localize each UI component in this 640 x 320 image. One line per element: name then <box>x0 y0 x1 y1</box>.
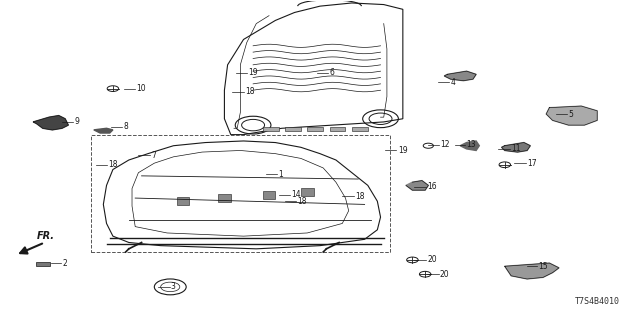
Text: 20: 20 <box>427 255 436 264</box>
Bar <box>307 127 323 132</box>
Bar <box>91 135 390 252</box>
Text: 19: 19 <box>248 68 259 77</box>
Bar <box>177 197 189 205</box>
Text: 3: 3 <box>171 282 176 292</box>
Text: 12: 12 <box>440 140 449 149</box>
Text: 6: 6 <box>330 68 335 77</box>
Bar <box>330 127 346 132</box>
Bar <box>262 127 278 132</box>
Polygon shape <box>33 116 68 130</box>
Bar <box>262 191 275 199</box>
Text: 18: 18 <box>108 160 118 169</box>
Polygon shape <box>460 141 479 150</box>
Text: 18: 18 <box>298 197 307 206</box>
Polygon shape <box>505 263 559 279</box>
Text: 17: 17 <box>527 159 537 168</box>
Text: 11: 11 <box>511 144 521 153</box>
Text: T7S4B4010: T7S4B4010 <box>575 297 620 306</box>
Text: 7: 7 <box>151 151 156 160</box>
Text: 4: 4 <box>451 78 456 87</box>
Bar <box>36 262 51 266</box>
Text: 19: 19 <box>397 146 408 155</box>
Text: 13: 13 <box>467 140 476 149</box>
Text: 18: 18 <box>355 192 365 201</box>
Bar <box>352 127 368 132</box>
Text: 18: 18 <box>245 87 254 96</box>
Text: 20: 20 <box>440 270 449 279</box>
Text: 16: 16 <box>427 182 436 191</box>
Bar <box>301 188 314 196</box>
Text: 5: 5 <box>568 109 573 118</box>
Polygon shape <box>546 106 597 125</box>
Text: 15: 15 <box>539 262 548 271</box>
Text: FR.: FR. <box>36 231 54 241</box>
Text: 2: 2 <box>63 259 67 268</box>
Bar <box>218 194 231 202</box>
Text: 1: 1 <box>278 170 284 179</box>
Polygon shape <box>94 128 113 133</box>
Text: 10: 10 <box>136 84 146 93</box>
Text: 9: 9 <box>75 117 79 126</box>
Text: 8: 8 <box>124 122 129 131</box>
Polygon shape <box>502 142 531 152</box>
Polygon shape <box>406 180 428 190</box>
Text: 14: 14 <box>291 190 301 199</box>
Polygon shape <box>444 71 476 81</box>
Bar <box>285 127 301 132</box>
